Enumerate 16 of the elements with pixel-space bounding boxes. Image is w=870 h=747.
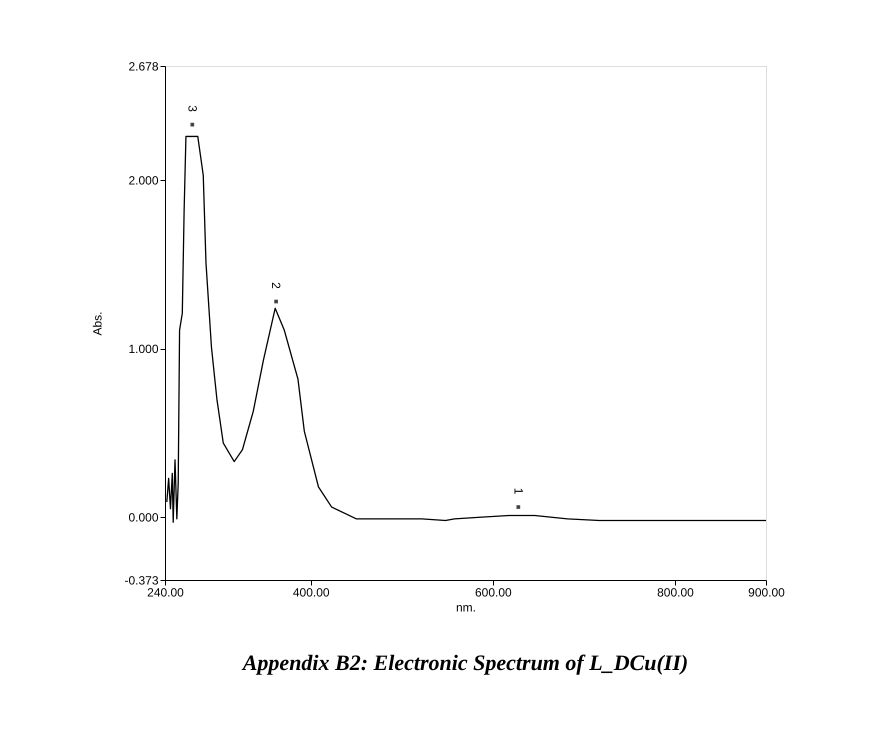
text: Appendix B2: Electronic Spectrum of L_DCu(II) xyxy=(240,650,688,675)
y-tick-label: 1.000 xyxy=(128,342,159,356)
x-tick-label: 400.00 xyxy=(292,586,330,600)
y-axis-title: Abs. xyxy=(90,311,104,336)
x-axis-title: nm. xyxy=(456,600,476,614)
x-tick-label: 800.00 xyxy=(657,586,694,600)
x-tick-label: 240.00 xyxy=(147,586,184,600)
y-tick-label: 0.000 xyxy=(128,510,159,525)
y-tick-label: 2.000 xyxy=(128,174,159,188)
y-tick-label: 2.678 xyxy=(128,60,159,74)
annotation: 2 xyxy=(269,282,284,290)
annotation: 1 xyxy=(511,488,526,495)
annotation: 3 xyxy=(185,105,200,112)
x-tick-label: 900.00 xyxy=(748,586,786,600)
y-tick-label: -0.373 xyxy=(124,574,159,588)
x-tick-label: 600.00 xyxy=(474,586,512,600)
